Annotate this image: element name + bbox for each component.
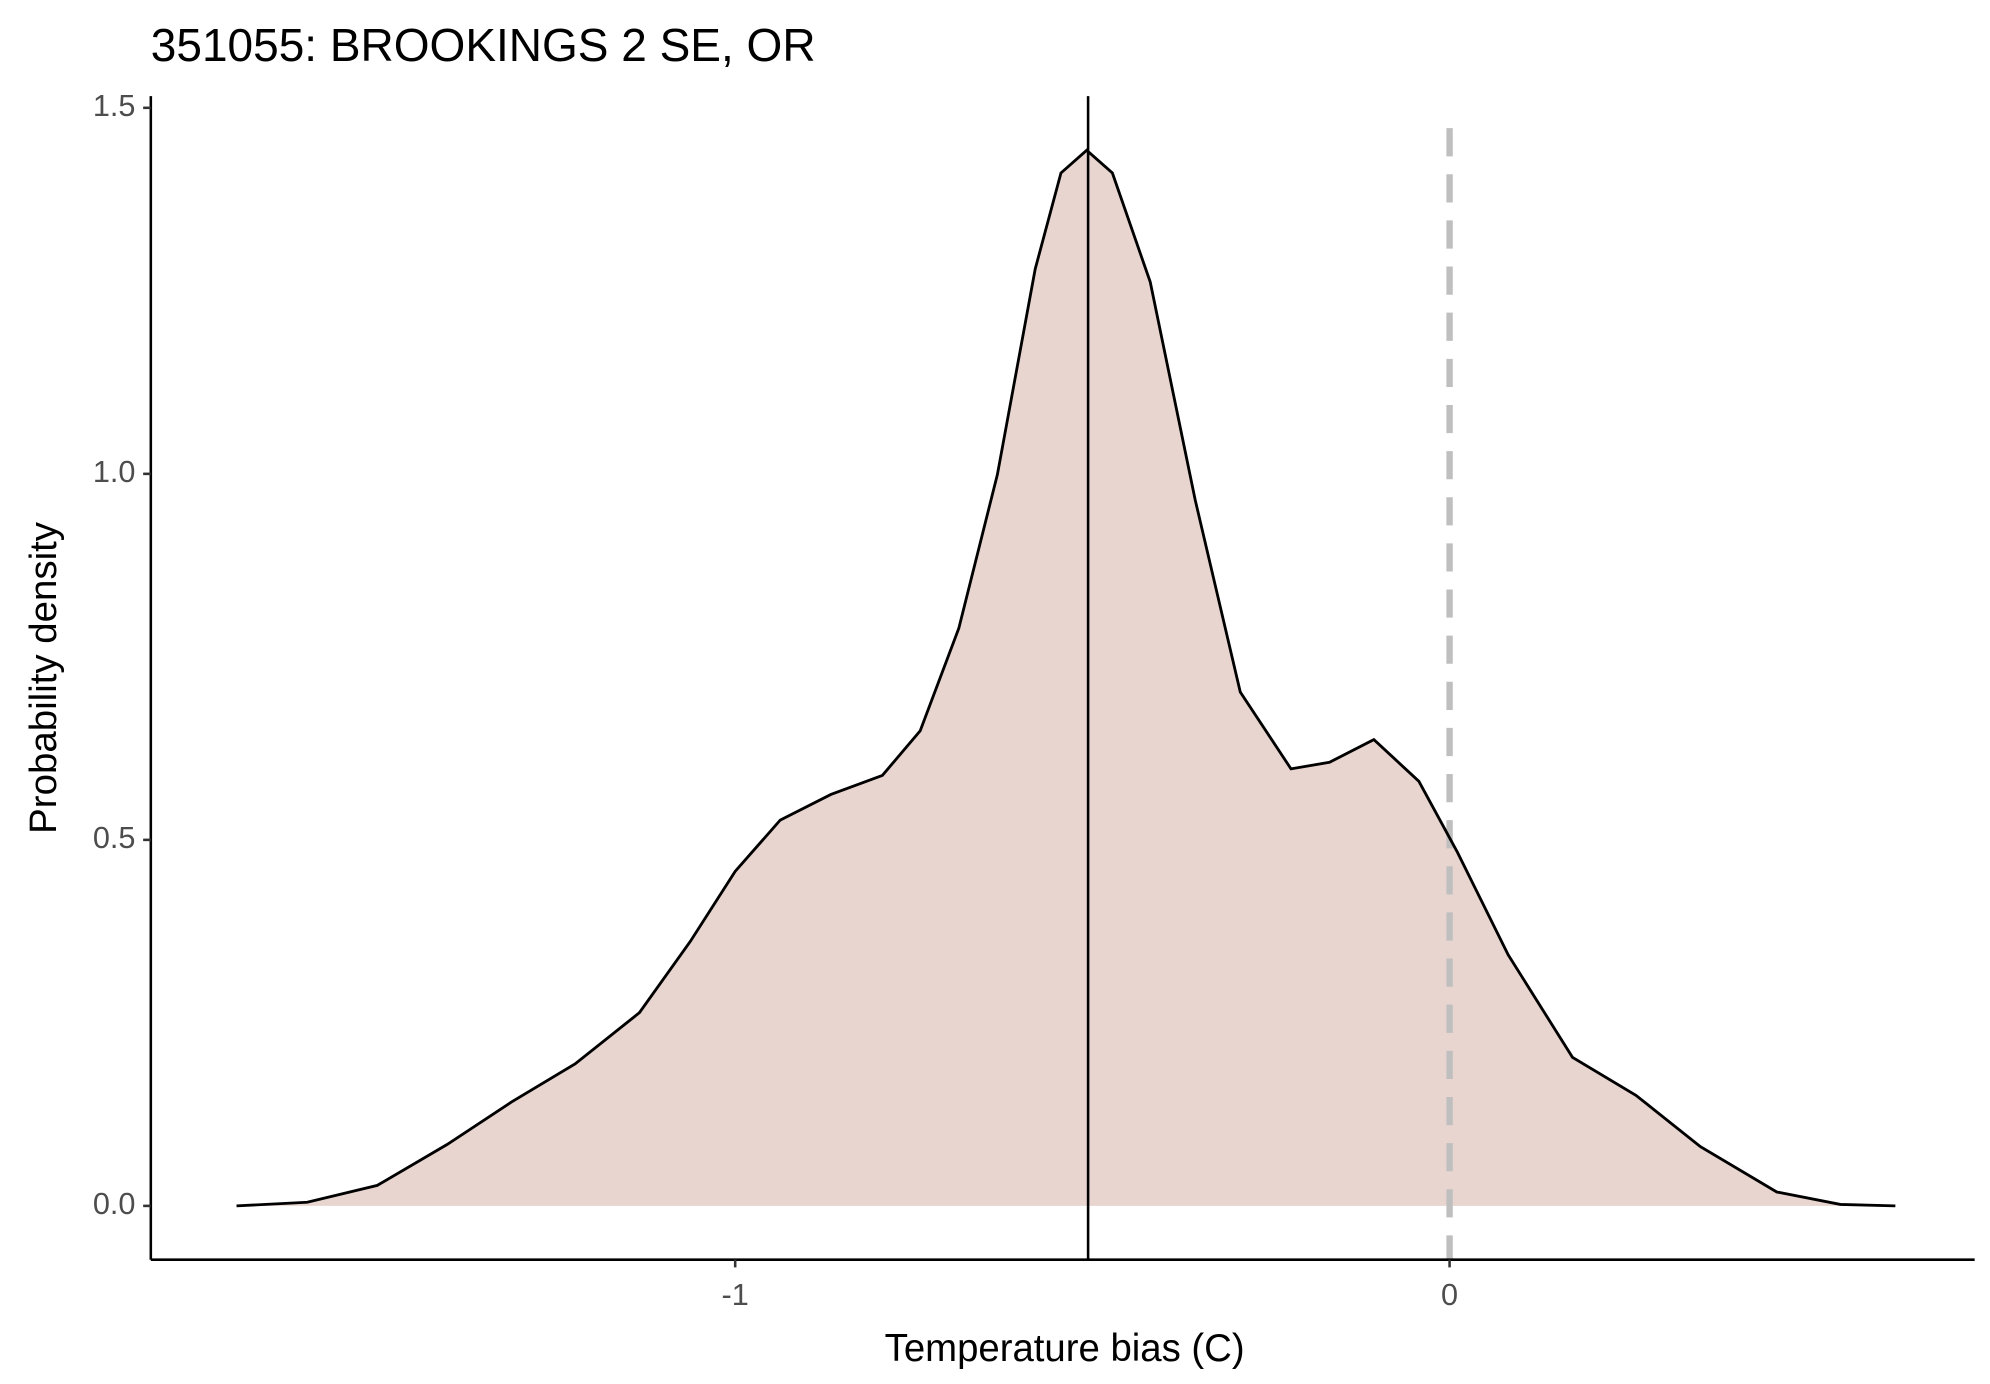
chart-title: 351055: BROOKINGS 2 SE, OR [151,19,816,71]
x-tick-label: -1 [722,1277,749,1312]
y-axis-label: Probability density [22,521,65,834]
density-area [236,150,1896,1206]
y-tick-label: 1.5 [93,88,136,123]
y-tick-label: 1.0 [93,454,136,489]
x-tick-label: 0 [1441,1277,1458,1312]
x-axis-label: Temperature bias (C) [885,1327,1245,1370]
y-tick-label: 0.5 [93,820,136,855]
density-line [236,148,1896,1208]
y-tick-label: 0.0 [93,1186,136,1221]
